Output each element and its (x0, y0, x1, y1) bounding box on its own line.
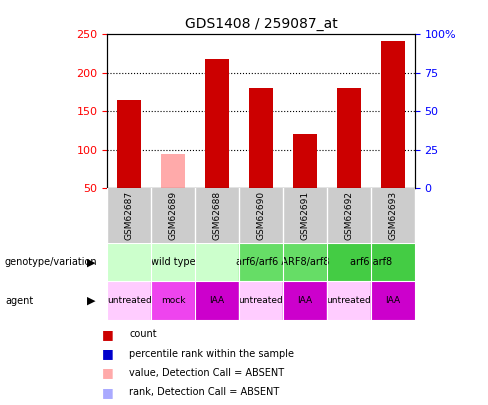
Text: IAA: IAA (386, 296, 400, 305)
Text: rank, Detection Call = ABSENT: rank, Detection Call = ABSENT (129, 388, 280, 397)
Text: GSM62693: GSM62693 (388, 191, 397, 240)
Bar (239, 281, 283, 320)
Bar (117, 100, 142, 188)
Text: percentile rank within the sample: percentile rank within the sample (129, 349, 294, 358)
Text: GSM62689: GSM62689 (169, 191, 178, 240)
Text: ■: ■ (102, 386, 113, 399)
Text: ■: ■ (102, 347, 113, 360)
Text: genotype/variation: genotype/variation (5, 257, 98, 267)
Bar (371, 281, 415, 320)
Text: GSM62691: GSM62691 (301, 191, 309, 240)
Text: ▶: ▶ (87, 296, 95, 306)
Bar (327, 281, 371, 320)
Bar (249, 88, 273, 188)
Bar (283, 281, 327, 320)
Text: GSM62687: GSM62687 (125, 191, 134, 240)
Text: untreated: untreated (326, 296, 371, 305)
Bar (107, 243, 239, 281)
Bar (161, 153, 185, 188)
Bar (205, 59, 229, 188)
Bar (381, 40, 405, 188)
Text: value, Detection Call = ABSENT: value, Detection Call = ABSENT (129, 368, 285, 378)
Bar (151, 281, 195, 320)
Text: IAA: IAA (210, 296, 224, 305)
Text: wild type: wild type (151, 257, 196, 267)
Text: GSM62692: GSM62692 (345, 191, 353, 240)
Text: untreated: untreated (107, 296, 152, 305)
Bar (293, 134, 317, 188)
Text: GSM62690: GSM62690 (257, 191, 265, 240)
Text: untreated: untreated (239, 296, 284, 305)
Bar (337, 88, 361, 188)
Title: GDS1408 / 259087_at: GDS1408 / 259087_at (184, 17, 338, 31)
Text: GSM62688: GSM62688 (213, 191, 222, 240)
Bar (107, 281, 151, 320)
Text: arf6/arf6 ARF8/arf8: arf6/arf6 ARF8/arf8 (236, 257, 330, 267)
Text: ■: ■ (102, 367, 113, 379)
Bar (169, 23, 178, 27)
Text: ▶: ▶ (87, 257, 95, 267)
Bar (327, 243, 415, 281)
Bar (301, 0, 309, 4)
Text: IAA: IAA (298, 296, 312, 305)
Text: arf6 arf8: arf6 arf8 (350, 257, 392, 267)
Bar (239, 243, 327, 281)
Text: mock: mock (161, 296, 185, 305)
Text: ■: ■ (102, 328, 113, 341)
Text: count: count (129, 329, 157, 339)
Bar (195, 281, 239, 320)
Text: agent: agent (5, 296, 33, 306)
